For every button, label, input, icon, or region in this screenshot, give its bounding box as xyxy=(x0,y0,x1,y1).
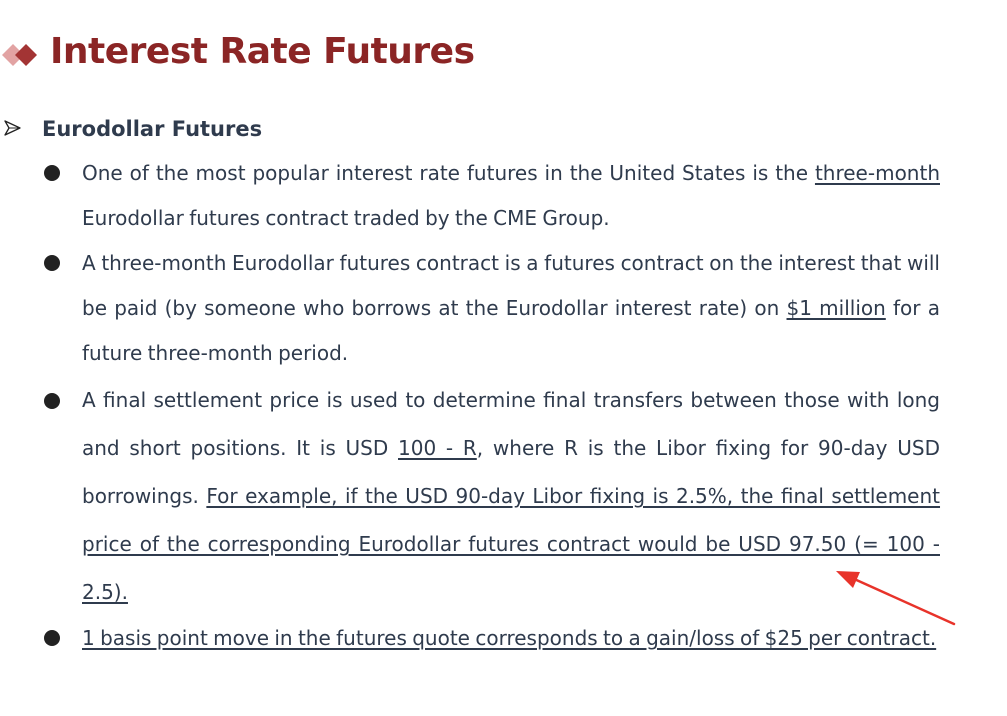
section-heading: Eurodollar Futures xyxy=(42,117,263,141)
bullet-3-text: A final settlement price is used to dete… xyxy=(82,388,940,508)
bullet-text: A final settlement price is used to dete… xyxy=(82,376,940,616)
red-pointer-arrow-icon xyxy=(836,571,956,626)
example-underlined-text: For example, if the USD 90-day Libor fix… xyxy=(82,484,941,604)
bullet-2-text: A three-month Eurodollar futures contrac… xyxy=(82,251,940,365)
underlined-term: 100 - R xyxy=(398,436,477,460)
underlined-term: $1 million xyxy=(786,296,886,320)
bullet-text: One of the most popular interest rate fu… xyxy=(82,151,940,241)
bullet-text: A three-month Eurodollar futures contrac… xyxy=(82,241,940,376)
page-title: Interest Rate Futures xyxy=(50,31,475,72)
bullet-dot-icon xyxy=(44,393,60,409)
underlined-term: three-month xyxy=(814,161,940,185)
bullet-text: 1 basis point move in the futures quote … xyxy=(82,616,940,661)
bullet-dot-icon xyxy=(44,255,60,271)
bullet-4-underlined-text: 1 basis point move in the futures quote … xyxy=(82,626,937,650)
title-diamond-icon xyxy=(2,44,37,66)
bullet-dot-icon xyxy=(44,165,60,181)
arrow-bullet-icon xyxy=(4,120,21,136)
bullet-dot-icon xyxy=(44,630,60,646)
bullet-1-text: One of the most popular interest rate fu… xyxy=(82,161,940,230)
